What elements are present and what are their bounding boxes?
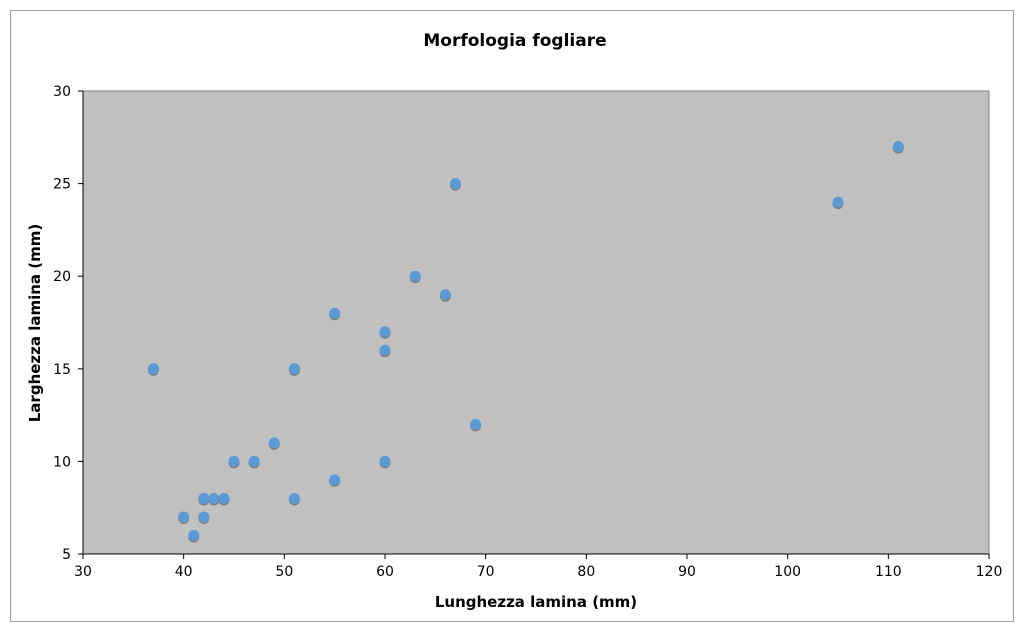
x-tick-label: 40 [175,564,193,580]
data-point-marker [470,418,482,430]
plot-area [82,90,990,555]
data-point [329,474,341,487]
data-point [178,511,190,524]
y-tick-label: 5 [62,547,71,563]
y-axis-title: Larghezza lamina (mm) [26,224,44,423]
data-point [439,289,451,302]
data-points [147,141,904,543]
data-point-marker [218,492,230,504]
data-point-marker [329,307,341,319]
data-point [288,492,300,506]
chart-title: Morfologia fogliare [423,31,606,51]
data-point-marker [379,344,391,356]
y-tick-label: 30 [53,84,71,100]
data-point [198,492,210,506]
y-tick-label: 15 [53,362,71,378]
data-point-marker [208,492,220,504]
data-point-marker [268,437,280,449]
x-tick-label: 110 [875,564,902,580]
data-point [329,307,341,321]
x-axis-title: Lunghezza lamina (mm) [435,593,637,611]
x-tick-label: 50 [275,564,293,580]
data-point [892,141,904,154]
x-tick-label: 60 [376,564,394,580]
data-point [228,455,240,469]
data-point [218,492,230,506]
data-point [379,455,391,469]
data-point [268,437,280,450]
x-tick-label: 70 [477,564,495,580]
tick-labels: 30 40 50 60 70 80 90 100 110 120 5 10 15 20 25 30 [53,84,1002,580]
data-point-marker [892,141,904,153]
y-tick-label: 25 [53,177,71,193]
data-point [248,455,260,469]
data-point-marker [449,178,461,190]
y-tick-label: 10 [53,454,71,470]
data-point [409,270,421,284]
data-point-marker [198,511,210,523]
data-point [379,326,391,339]
data-point-marker [188,529,200,541]
y-tick-label: 20 [53,269,71,285]
data-point-marker [228,455,240,467]
data-point [832,196,844,210]
x-tick-label: 120 [976,564,1003,580]
data-point-marker [329,474,341,486]
data-point [208,492,220,506]
data-point [198,511,210,524]
data-point-marker [832,196,844,208]
scatter-chart: Morfologia fogliare 30 40 50 60 70 80 90 100 110… [26,31,1002,611]
data-point-marker [198,492,210,504]
axes [78,90,990,559]
data-point [188,529,200,543]
data-point-marker [147,363,159,375]
data-point-marker [288,363,300,375]
chart-frame: Morfologia fogliare 30 40 50 60 70 80 90 100 110… [10,10,1014,622]
data-point [470,418,482,432]
data-point-marker [379,326,391,338]
data-point-marker [379,455,391,467]
data-point [147,363,159,376]
x-tick-label: 90 [678,564,696,580]
data-point [379,344,391,358]
data-point-marker [409,270,421,282]
data-point [288,363,300,376]
data-point-marker [439,289,451,301]
x-tick-label: 100 [774,564,801,580]
x-tick-label: 30 [74,564,92,580]
data-point-marker [288,492,300,504]
data-point-marker [178,511,190,523]
x-tick-label: 80 [577,564,595,580]
data-point-marker [248,455,260,467]
data-point [449,178,461,191]
